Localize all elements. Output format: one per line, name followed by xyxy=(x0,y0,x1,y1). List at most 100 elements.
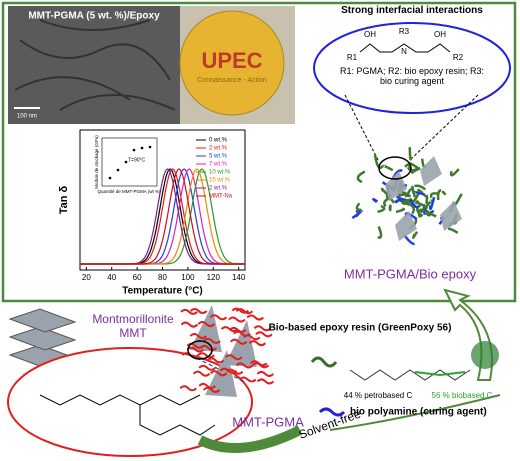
chain xyxy=(406,187,413,198)
chain xyxy=(449,168,460,177)
structure-atom: OH xyxy=(364,30,376,39)
chain xyxy=(403,234,415,246)
chain xyxy=(372,197,379,203)
chain xyxy=(354,210,361,218)
interactions-title: Strong interfacial interactions xyxy=(341,5,483,16)
legend-label: 0 wt.% xyxy=(209,138,228,144)
interactions-title-text: Strong interfacial interactions xyxy=(341,5,483,16)
pgma-chain xyxy=(235,362,254,369)
logo-disc xyxy=(179,10,285,116)
x-tick-label: 40 xyxy=(107,273,116,282)
tan-delta-curve xyxy=(80,168,245,265)
curing-agent-label: bio polyamine (curing agent) xyxy=(350,407,487,418)
pgma-chain xyxy=(256,370,274,377)
chain xyxy=(417,202,429,210)
pgma-chain xyxy=(256,378,275,385)
pgma-chain xyxy=(202,386,221,393)
inset-point xyxy=(116,168,120,172)
platelet xyxy=(395,211,417,241)
pgma-chain xyxy=(180,308,198,315)
legend-label: 10 wt.% xyxy=(209,170,231,176)
tan-delta-plot: 20 40 60 80 100 120 140 Temperature (°C) Tan δ 0 … xyxy=(58,129,246,297)
chain xyxy=(394,198,401,204)
results-frame xyxy=(1,1,517,303)
pgma-chain xyxy=(249,360,268,367)
process-arrow xyxy=(329,394,501,431)
legend-label: 2 wt.% xyxy=(209,186,228,192)
pgma-ellipse xyxy=(7,347,253,457)
pgma-chain xyxy=(248,340,267,347)
chain xyxy=(416,203,424,218)
pgma-chain xyxy=(189,333,208,340)
zoom-line xyxy=(344,94,379,161)
network xyxy=(351,147,463,246)
legend-label: 7 wt.% xyxy=(209,162,228,168)
structure-atom: R1 xyxy=(347,53,358,62)
legend-label: 5 wt.% xyxy=(209,154,228,160)
y-axis-label: Tan δ xyxy=(58,185,70,214)
chain xyxy=(356,170,366,184)
plant-icon xyxy=(310,356,338,368)
x-tick-label: 120 xyxy=(207,273,221,282)
pgma-chain xyxy=(203,337,221,344)
chain xyxy=(411,230,419,239)
legend-label: 2 wt.% xyxy=(209,146,228,152)
chain xyxy=(408,147,413,161)
platelet xyxy=(385,171,407,201)
chain xyxy=(411,185,417,198)
pgma-chain xyxy=(209,370,228,377)
chain xyxy=(373,154,384,169)
chain xyxy=(428,196,436,211)
structure-bonds xyxy=(359,43,451,53)
platelet xyxy=(420,156,442,186)
pgma-chain xyxy=(239,376,257,383)
pgma-chain xyxy=(179,385,198,392)
scale-bar-label: 100 nm xyxy=(17,114,37,120)
chain xyxy=(425,194,429,204)
structure-atom: OH xyxy=(434,30,446,39)
tree xyxy=(471,341,499,369)
tem-image xyxy=(8,6,180,124)
inset-y-label: Module de stockage (GPa) xyxy=(94,135,99,189)
pgma-chain xyxy=(235,308,254,315)
structure-atom: R3 xyxy=(399,27,410,36)
pgma-chain xyxy=(189,308,208,315)
interactions-legend: R1: PGMA; R2: bio epoxy resin; R3: bio c… xyxy=(339,66,485,86)
resin-structure xyxy=(349,369,471,381)
network-label: MMT-PGMA/Bio epoxy xyxy=(344,266,477,281)
chain xyxy=(397,193,412,198)
platelet xyxy=(440,201,462,231)
grafted-clay xyxy=(179,305,275,397)
tem-title: MMT-PGMA (5 wt. %)/Epoxy xyxy=(28,11,160,22)
pgma-chain xyxy=(229,338,248,345)
chain xyxy=(453,193,463,206)
platelet xyxy=(205,350,237,397)
chain xyxy=(395,207,406,214)
chain xyxy=(417,188,428,199)
interactions-legend-box: R1: PGMA; R2: bio epoxy resin; R3: bio c… xyxy=(339,66,485,86)
pgma-chain xyxy=(225,354,243,361)
x-tick-label: 100 xyxy=(181,273,195,282)
x-tick-label: 60 xyxy=(133,273,142,282)
chain xyxy=(406,166,419,172)
logo-name: UPEC xyxy=(201,48,262,73)
inset-point xyxy=(148,145,152,149)
pgma-chain xyxy=(255,331,273,338)
inset-point xyxy=(140,146,144,150)
polyamine-icon xyxy=(318,407,346,417)
zoom-circle xyxy=(378,156,412,180)
structure-atom: N xyxy=(401,47,407,56)
chain xyxy=(377,204,386,213)
pgma-chain xyxy=(228,316,246,323)
x-tick-label: 20 xyxy=(82,273,91,282)
inset-x-label: Quantité de MMT-PGMA (wt %) xyxy=(97,189,161,194)
bio-part xyxy=(414,371,466,377)
platelet xyxy=(190,305,222,352)
pgma-chain xyxy=(198,364,216,371)
chain xyxy=(436,189,442,201)
legend-label: 15 wt.% xyxy=(209,178,231,184)
interactions-ellipse xyxy=(313,22,511,114)
pgma-chain xyxy=(197,321,216,328)
pgma-chain xyxy=(186,346,205,353)
